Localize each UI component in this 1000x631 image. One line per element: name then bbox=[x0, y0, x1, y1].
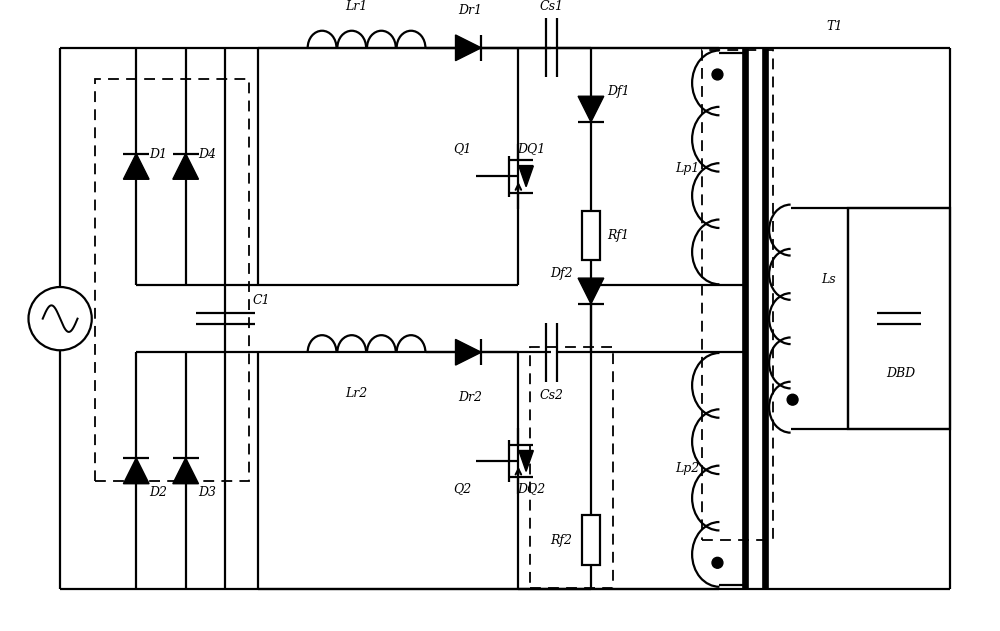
Polygon shape bbox=[123, 153, 149, 179]
Text: Dr1: Dr1 bbox=[458, 4, 482, 17]
Circle shape bbox=[787, 394, 798, 405]
Text: Df1: Df1 bbox=[607, 85, 630, 98]
Polygon shape bbox=[578, 97, 604, 122]
Text: Lr1: Lr1 bbox=[346, 0, 368, 13]
Text: Rf2: Rf2 bbox=[550, 534, 572, 546]
Bar bbox=[582, 516, 600, 565]
Text: Lr2: Lr2 bbox=[346, 387, 368, 400]
Text: Q2: Q2 bbox=[453, 482, 472, 495]
Text: Cs1: Cs1 bbox=[539, 0, 563, 13]
Text: C1: C1 bbox=[253, 294, 271, 307]
Bar bbox=[530, 347, 613, 587]
Bar bbox=[848, 208, 950, 429]
Text: Dr2: Dr2 bbox=[458, 391, 482, 404]
Polygon shape bbox=[519, 451, 533, 471]
Text: D1: D1 bbox=[149, 148, 167, 161]
Text: D4: D4 bbox=[198, 148, 216, 161]
Polygon shape bbox=[519, 166, 533, 187]
Text: Df2: Df2 bbox=[550, 267, 573, 280]
Polygon shape bbox=[578, 278, 604, 304]
Polygon shape bbox=[173, 458, 199, 484]
Text: DBD: DBD bbox=[886, 367, 915, 379]
Circle shape bbox=[712, 69, 723, 80]
Text: Rf1: Rf1 bbox=[608, 229, 630, 242]
Text: Q1: Q1 bbox=[453, 142, 472, 155]
Text: Lp2: Lp2 bbox=[676, 462, 700, 475]
Text: Ls: Ls bbox=[821, 273, 835, 286]
Polygon shape bbox=[123, 458, 149, 484]
Text: Lp1: Lp1 bbox=[676, 162, 700, 175]
Bar bbox=[702, 50, 773, 540]
Text: D3: D3 bbox=[198, 486, 216, 499]
Text: DQ1: DQ1 bbox=[518, 142, 546, 155]
Text: D2: D2 bbox=[149, 486, 167, 499]
Polygon shape bbox=[456, 35, 481, 61]
Circle shape bbox=[712, 557, 723, 569]
Text: T1: T1 bbox=[826, 20, 842, 33]
Text: Cs2: Cs2 bbox=[539, 389, 563, 402]
Polygon shape bbox=[456, 339, 481, 365]
Text: DQ2: DQ2 bbox=[518, 482, 546, 495]
Bar bbox=[582, 211, 600, 261]
Bar bbox=[95, 80, 249, 481]
Polygon shape bbox=[173, 153, 199, 179]
